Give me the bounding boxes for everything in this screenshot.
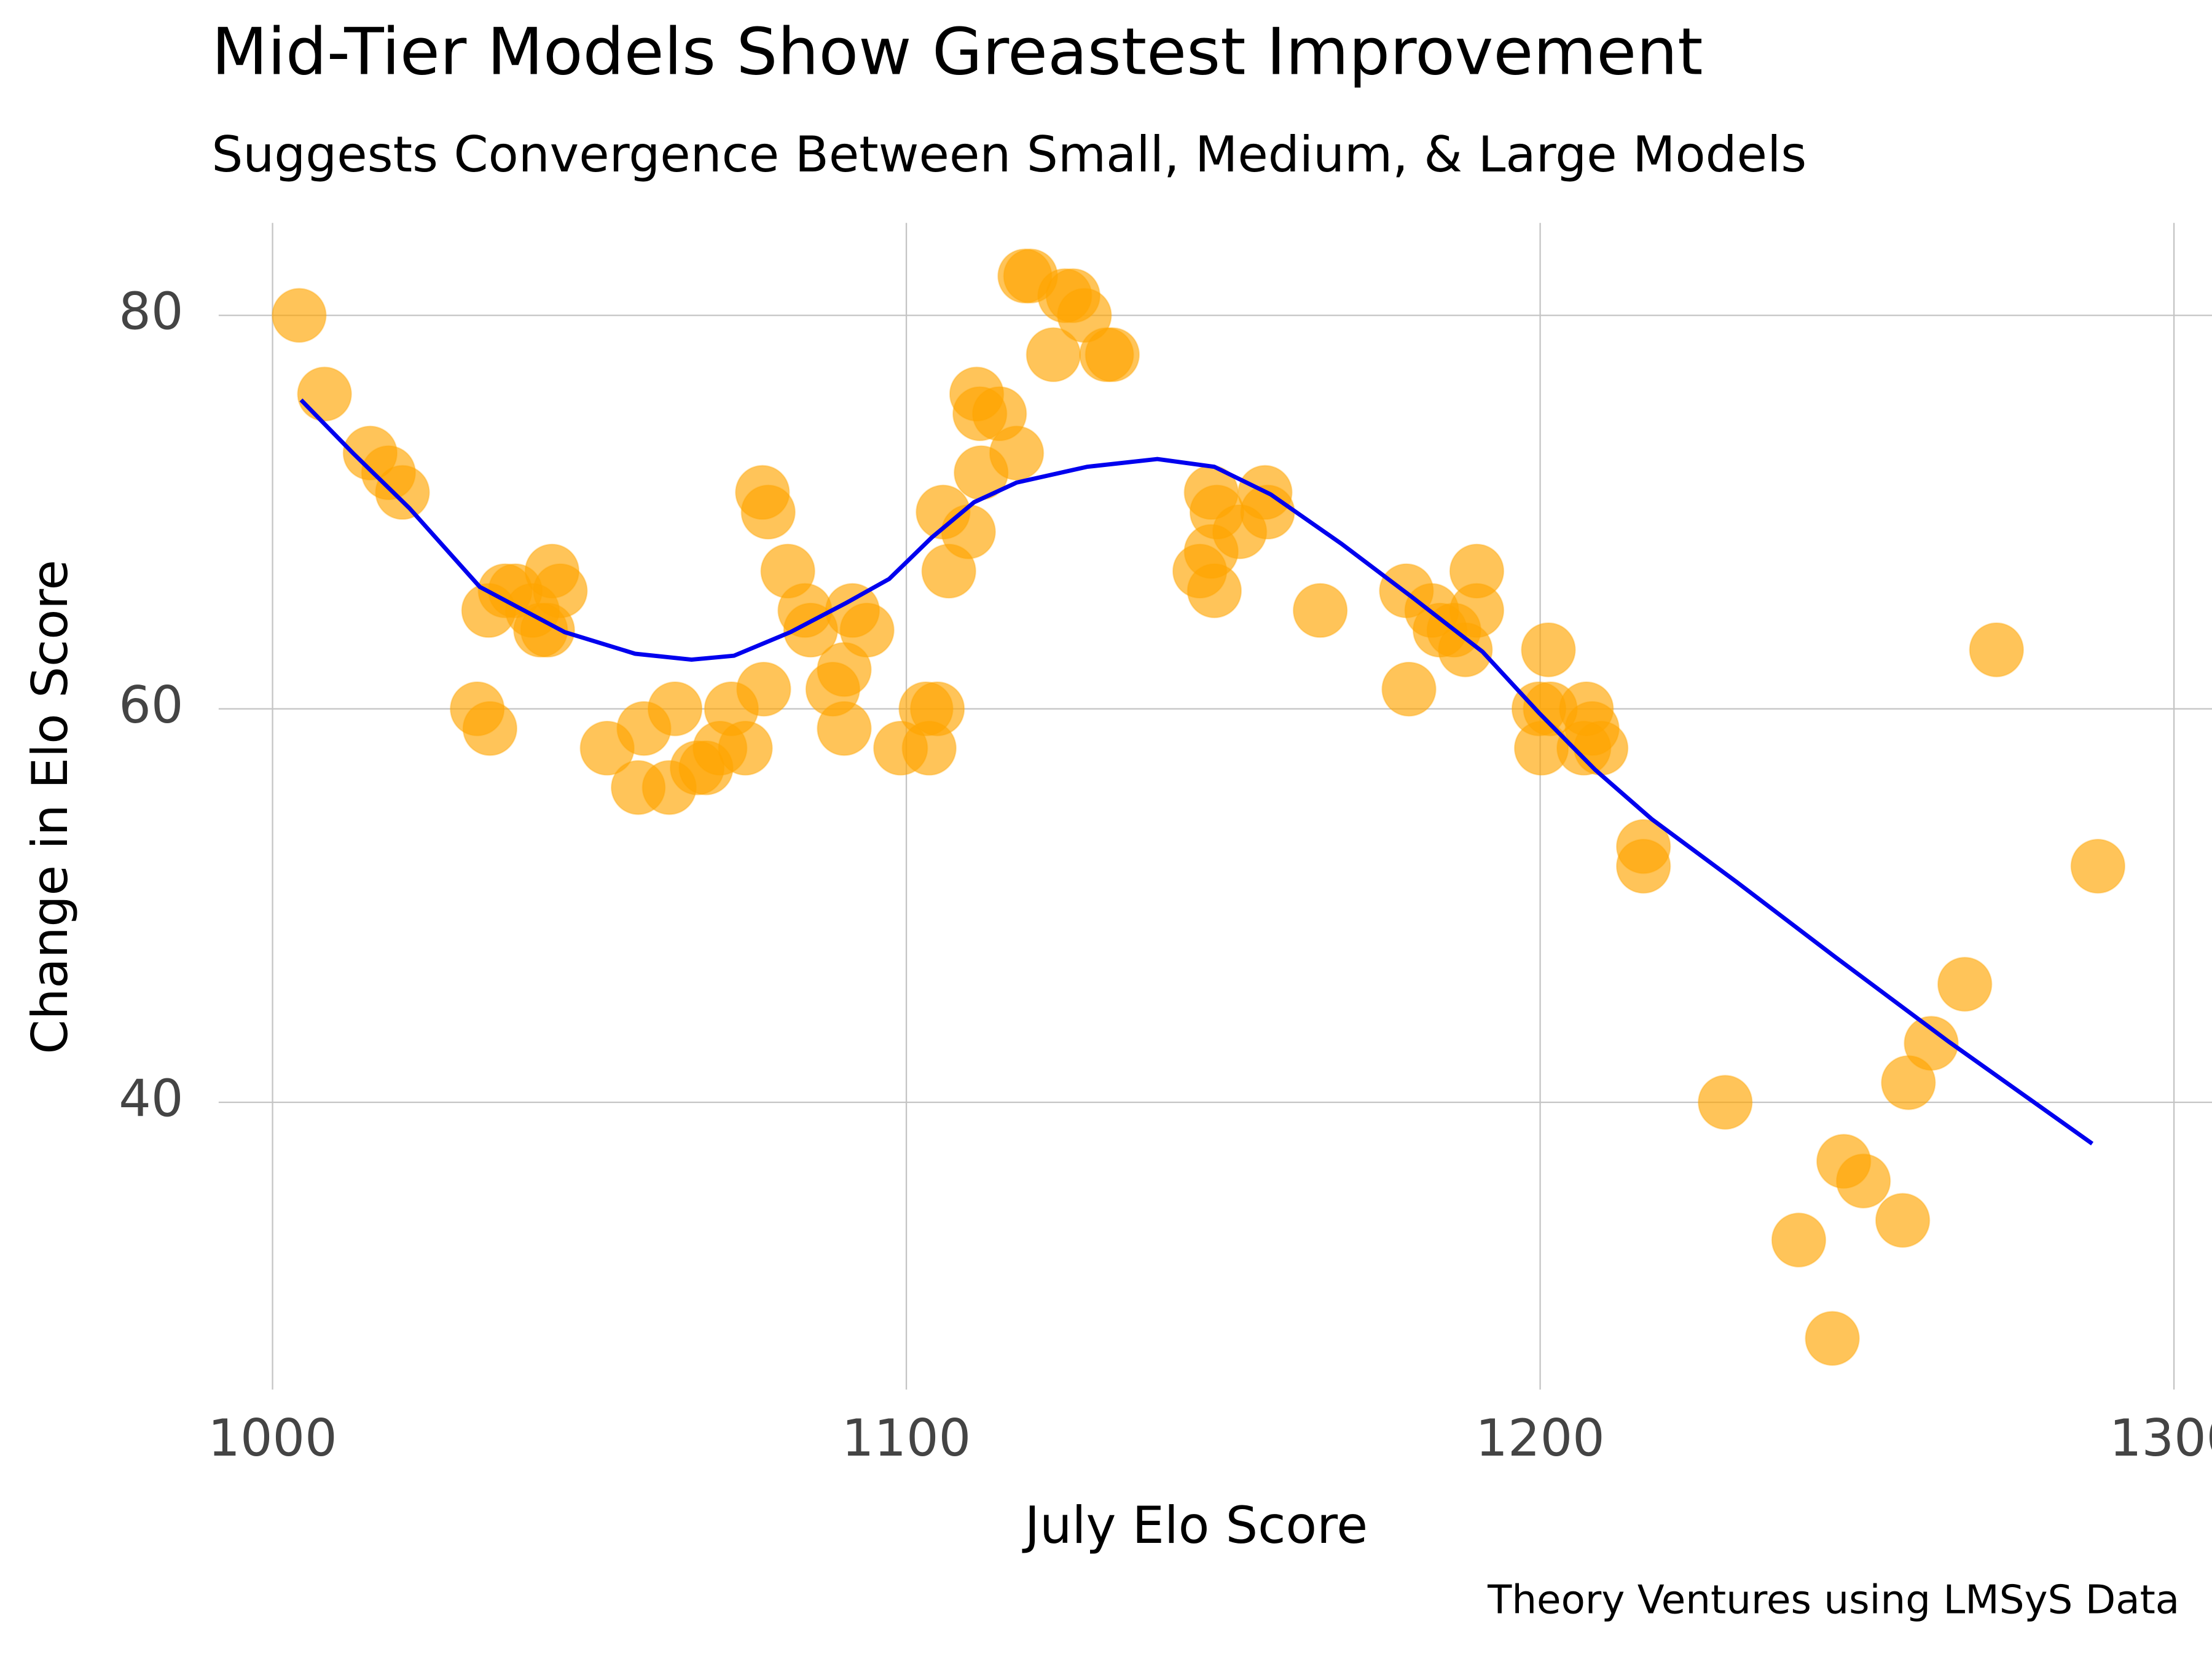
point	[1084, 327, 1140, 383]
point	[1937, 957, 1993, 1012]
chart-subtitle: Suggests Convergence Between Small, Medi…	[211, 125, 1806, 183]
point	[375, 465, 430, 520]
point	[272, 288, 327, 343]
chart-title: Mid-Tier Models Show Greastest Improveme…	[211, 14, 1703, 90]
y-tick-label: 40	[119, 1069, 183, 1128]
point	[1521, 622, 1576, 678]
point	[1573, 720, 1629, 776]
point	[989, 425, 1045, 481]
point	[1904, 1016, 1959, 1071]
y-tick-label: 60	[119, 676, 183, 735]
caption: Theory Ventures using LMSyS Data	[1487, 1577, 2179, 1623]
point	[941, 504, 996, 560]
point	[1771, 1212, 1827, 1268]
x-tick-label: 1300	[2109, 1409, 2212, 1468]
x-tick-label: 1000	[208, 1409, 337, 1468]
point	[1805, 1311, 1860, 1367]
point	[909, 681, 965, 737]
y-tick-label: 80	[119, 283, 183, 342]
point	[1186, 563, 1242, 619]
point	[1449, 582, 1505, 638]
point	[817, 700, 872, 756]
point	[1835, 1153, 1891, 1209]
point	[1698, 1075, 1753, 1130]
point	[1381, 661, 1437, 717]
point	[736, 661, 791, 717]
grid	[218, 222, 2212, 1390]
point	[718, 720, 773, 776]
marks	[272, 248, 2126, 1367]
x-axis-label: July Elo Score	[1022, 1496, 1368, 1555]
point	[839, 602, 895, 658]
point	[2070, 839, 2126, 894]
point	[533, 563, 588, 619]
point	[740, 484, 796, 540]
point	[1969, 622, 2025, 678]
point	[297, 366, 352, 422]
x-tick-label: 1100	[842, 1409, 971, 1468]
point	[647, 681, 703, 737]
point	[1875, 1193, 1931, 1248]
x-tick-label: 1200	[1475, 1409, 1604, 1468]
point	[1615, 839, 1671, 894]
y-axis-label: Change in Elo Score	[21, 560, 79, 1054]
trend-line	[299, 398, 2094, 1146]
point	[1292, 582, 1348, 638]
point	[462, 700, 518, 756]
